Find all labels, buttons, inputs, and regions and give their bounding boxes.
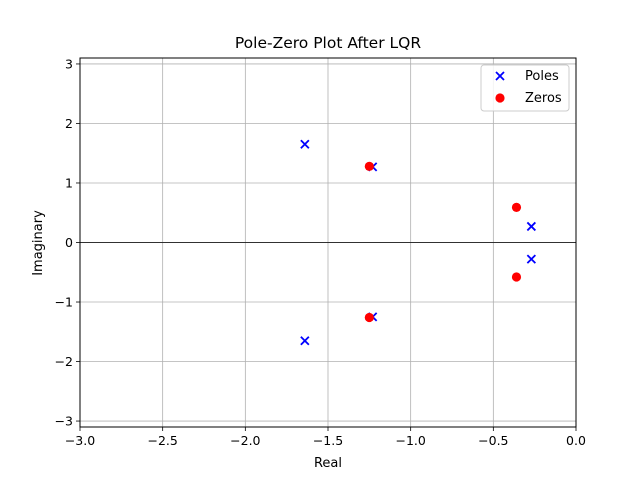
pole-point xyxy=(300,336,310,346)
legend: Poles Zeros xyxy=(480,64,570,112)
x-tick-label: −1.0 xyxy=(395,433,425,448)
data-points xyxy=(300,139,536,346)
legend-label-poles: Poles xyxy=(525,69,559,84)
x-tick-label: 0.0 xyxy=(566,433,586,448)
x-tick-label: −2.0 xyxy=(230,433,260,448)
legend-marker-zeros xyxy=(495,93,505,103)
y-axis-ticks: −3 −2 −1 0 1 2 3 xyxy=(55,56,80,429)
pole-point xyxy=(300,139,310,149)
y-tick-label: 0 xyxy=(65,235,73,250)
y-tick-label: 1 xyxy=(65,175,73,190)
y-axis-label: Imaginary xyxy=(31,210,46,276)
y-tick-label: 2 xyxy=(65,116,73,131)
y-tick-label: −1 xyxy=(55,295,73,310)
zero-point xyxy=(364,312,374,323)
legend-label-zeros: Zeros xyxy=(525,91,562,106)
chart-title: Pole-Zero Plot After LQR xyxy=(235,34,421,52)
pole-point xyxy=(526,221,536,232)
pole-point xyxy=(526,254,536,264)
zero-point xyxy=(364,161,374,171)
legend-x-marker xyxy=(495,71,505,81)
x-tick-label: −3.0 xyxy=(65,433,95,448)
legend-marker-poles xyxy=(495,71,505,81)
x-tick-label: −0.5 xyxy=(478,433,508,448)
y-tick-label: 3 xyxy=(65,56,73,71)
x-tick-label: −2.5 xyxy=(147,433,177,448)
legend-circle-marker xyxy=(495,93,505,103)
x-axis-label: Real xyxy=(314,456,342,471)
zero-point xyxy=(511,202,522,212)
x-axis-ticks: −3.0 −2.5 −2.0 −1.5 −1.0 −0.5 0.0 xyxy=(65,427,586,448)
y-tick-label: −2 xyxy=(55,354,73,369)
x-tick-label: −1.5 xyxy=(313,433,343,448)
zero-point xyxy=(511,272,522,282)
y-tick-label: −3 xyxy=(55,414,73,429)
